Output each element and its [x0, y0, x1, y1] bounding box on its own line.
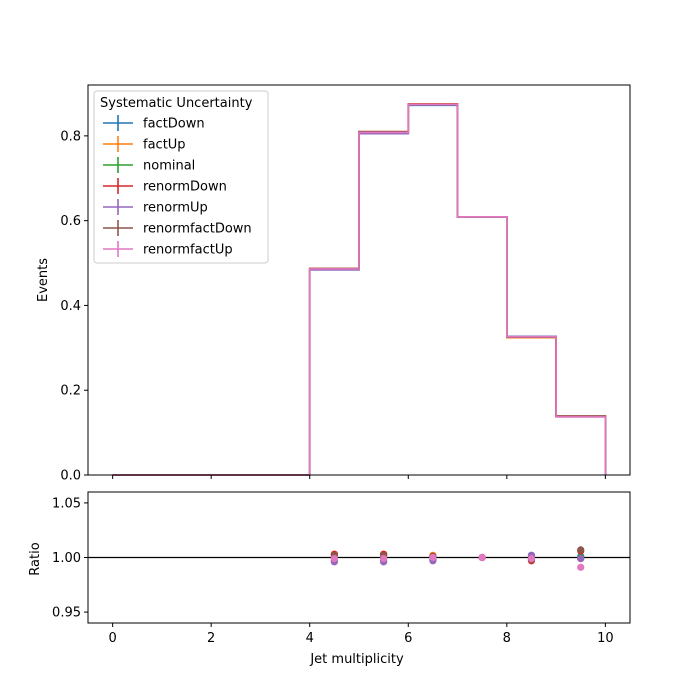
main-y-ticks: 0.0 0.2 0.4 0.6 0.8 [60, 129, 88, 484]
x-tick-label: 2 [207, 631, 215, 646]
legend-label: renormDown [143, 180, 227, 195]
ratio-y-ticks: 0.95 1.00 1.05 [52, 496, 88, 621]
ratio-point-renormfactUp-bin6 [429, 553, 437, 562]
ratio-axes-frame [87, 491, 631, 624]
legend: Systematic Uncertainty factDown factUp nom… [93, 90, 269, 264]
x-tick-label: 6 [404, 631, 412, 646]
legend-item-factDown: factDown [103, 115, 205, 132]
legend-item-renormDown: renormDown [103, 178, 227, 195]
ratio-x-ticks: 0 2 4 6 8 10 [108, 623, 614, 646]
ratio-y-tick-label: 0.95 [52, 606, 81, 621]
x-axis-label: Jet multiplicity [309, 652, 404, 667]
legend-frame [93, 90, 269, 264]
ratio-y-tick-label: 1.05 [52, 496, 81, 511]
legend-items: factDown factUp nominal renormDown renormUp r… [103, 115, 252, 258]
main-y-tick-label: 0.4 [60, 299, 81, 314]
ratio-panel: 0.95 1.00 1.05 0 2 4 6 8 10 Ratio Jet multiplic… [28, 491, 631, 667]
ratio-point-renormfactUp-bin8 [527, 554, 536, 563]
x-tick-label: 4 [306, 631, 314, 646]
ratio-point-renormfactUp-bin9 [577, 563, 585, 571]
main-axes-frame [87, 84, 631, 476]
x-tick-label: 8 [503, 631, 511, 646]
legend-item-renormfactDown: renormfactDown [103, 220, 252, 237]
x-tick-label: 0 [108, 631, 116, 646]
legend-label: factDown [143, 117, 205, 132]
ratio-points-group [330, 546, 585, 571]
legend-label: renormfactUp [143, 243, 233, 258]
legend-label: factUp [143, 138, 186, 153]
legend-item-nominal: nominal [103, 157, 195, 174]
legend-label: nominal [143, 159, 195, 174]
main-x-ticks [112, 475, 606, 479]
main-panel: 0.0 0.2 0.4 0.6 0.8 Events [36, 84, 631, 484]
x-tick-label: 10 [597, 631, 614, 646]
legend-label: renormfactDown [143, 222, 252, 237]
main-y-tick-label: 0.2 [60, 384, 81, 399]
main-y-tick-label: 0.0 [60, 469, 81, 484]
ratio-y-axis-label: Ratio [28, 542, 43, 575]
main-y-axis-label: Events [36, 258, 51, 302]
legend-item-renormUp: renormUp [103, 199, 208, 216]
main-y-tick-label: 0.6 [60, 214, 81, 229]
ratio-point-renormfactUp-bin7 [478, 553, 486, 562]
legend-item-factUp: factUp [103, 136, 186, 153]
ratio-point-renormfactDown-bin9 [577, 546, 585, 554]
legend-title: Systematic Uncertainty [100, 96, 253, 111]
ratio-point-renormfactUp-bin4 [330, 554, 338, 563]
legend-item-renormfactUp: renormfactUp [103, 241, 233, 258]
ratio-point-renormfactUp-bin5 [380, 554, 388, 563]
ratio-point-renormUp-bin9 [577, 554, 585, 563]
ratio-y-tick-label: 1.00 [52, 551, 81, 566]
main-y-tick-label: 0.8 [60, 129, 81, 144]
legend-label: renormUp [143, 201, 208, 216]
